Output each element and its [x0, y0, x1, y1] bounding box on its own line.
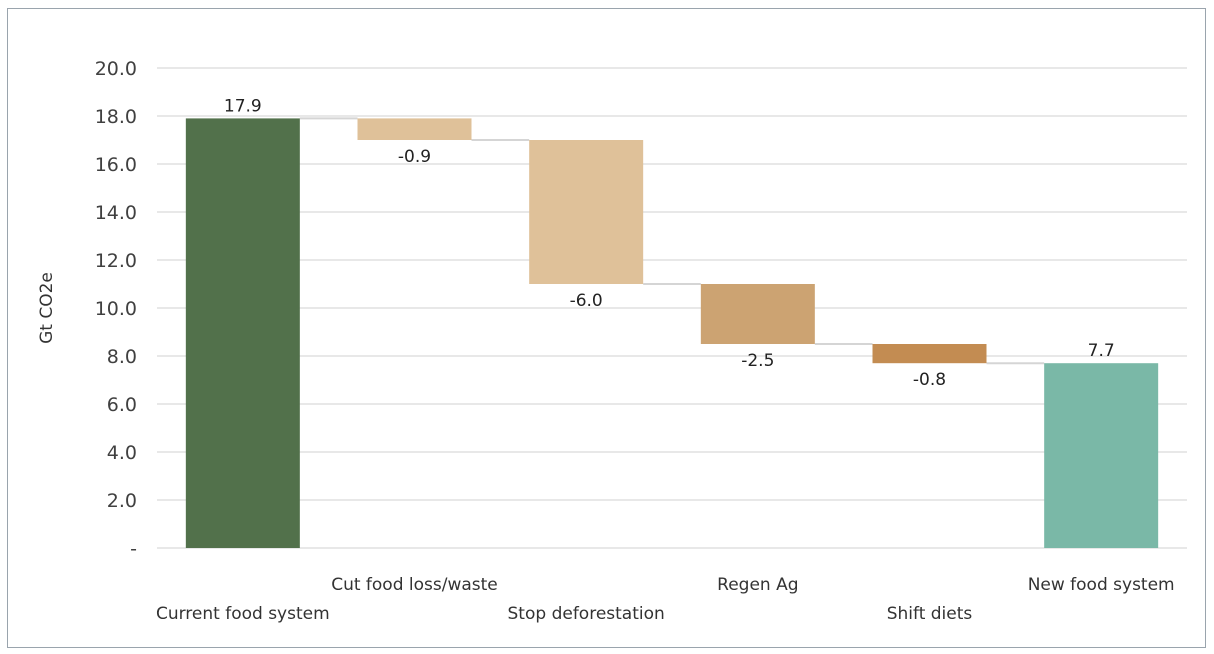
bar-1	[185, 118, 300, 549]
y-tick-label: 8.0	[107, 346, 137, 368]
y-tick-label: 20.0	[95, 58, 137, 80]
y-tick-label: 12.0	[95, 250, 137, 272]
y-tick-label: 14.0	[95, 202, 137, 224]
y-tick-label: -	[130, 538, 137, 560]
y-axis-label: Gt CO2e	[37, 272, 57, 344]
y-tick-label: 2.0	[107, 490, 137, 512]
y-tick-label: 10.0	[95, 298, 137, 320]
category-label: Stop deforestation	[508, 604, 665, 624]
data-labels: 17.9 -0.9 -6.0 -2.5 -0.8 7.7	[224, 96, 1115, 390]
data-label: -6.0	[570, 291, 603, 311]
category-label: Regen Ag	[717, 575, 798, 595]
data-label: -0.8	[913, 370, 946, 390]
y-tick-label: 18.0	[95, 106, 137, 128]
category-label: New food system	[1028, 575, 1175, 595]
y-tick-label: 4.0	[107, 442, 137, 464]
connector-lines	[299, 117, 1045, 365]
y-tick-label: 16.0	[95, 154, 137, 176]
bars	[185, 118, 1159, 549]
bar-4	[700, 284, 815, 344]
y-axis-ticks: - 2.0 4.0 6.0 8.0 10.0 12.0 14.0 16.0 18.0 20.0	[95, 58, 137, 560]
bar-6	[1044, 363, 1159, 548]
data-label: 7.7	[1088, 341, 1115, 361]
data-label: -0.9	[398, 147, 431, 167]
data-label: 17.9	[224, 96, 262, 116]
category-label: Cut food loss/waste	[331, 575, 498, 595]
data-label: -2.5	[741, 351, 774, 371]
y-tick-label: 6.0	[107, 394, 137, 416]
gridlines	[157, 67, 1187, 549]
category-label: Current food system	[156, 604, 330, 624]
bar-2	[357, 118, 472, 140]
category-label: Shift diets	[887, 604, 973, 624]
bar-3	[529, 140, 644, 284]
bar-5	[872, 344, 987, 364]
